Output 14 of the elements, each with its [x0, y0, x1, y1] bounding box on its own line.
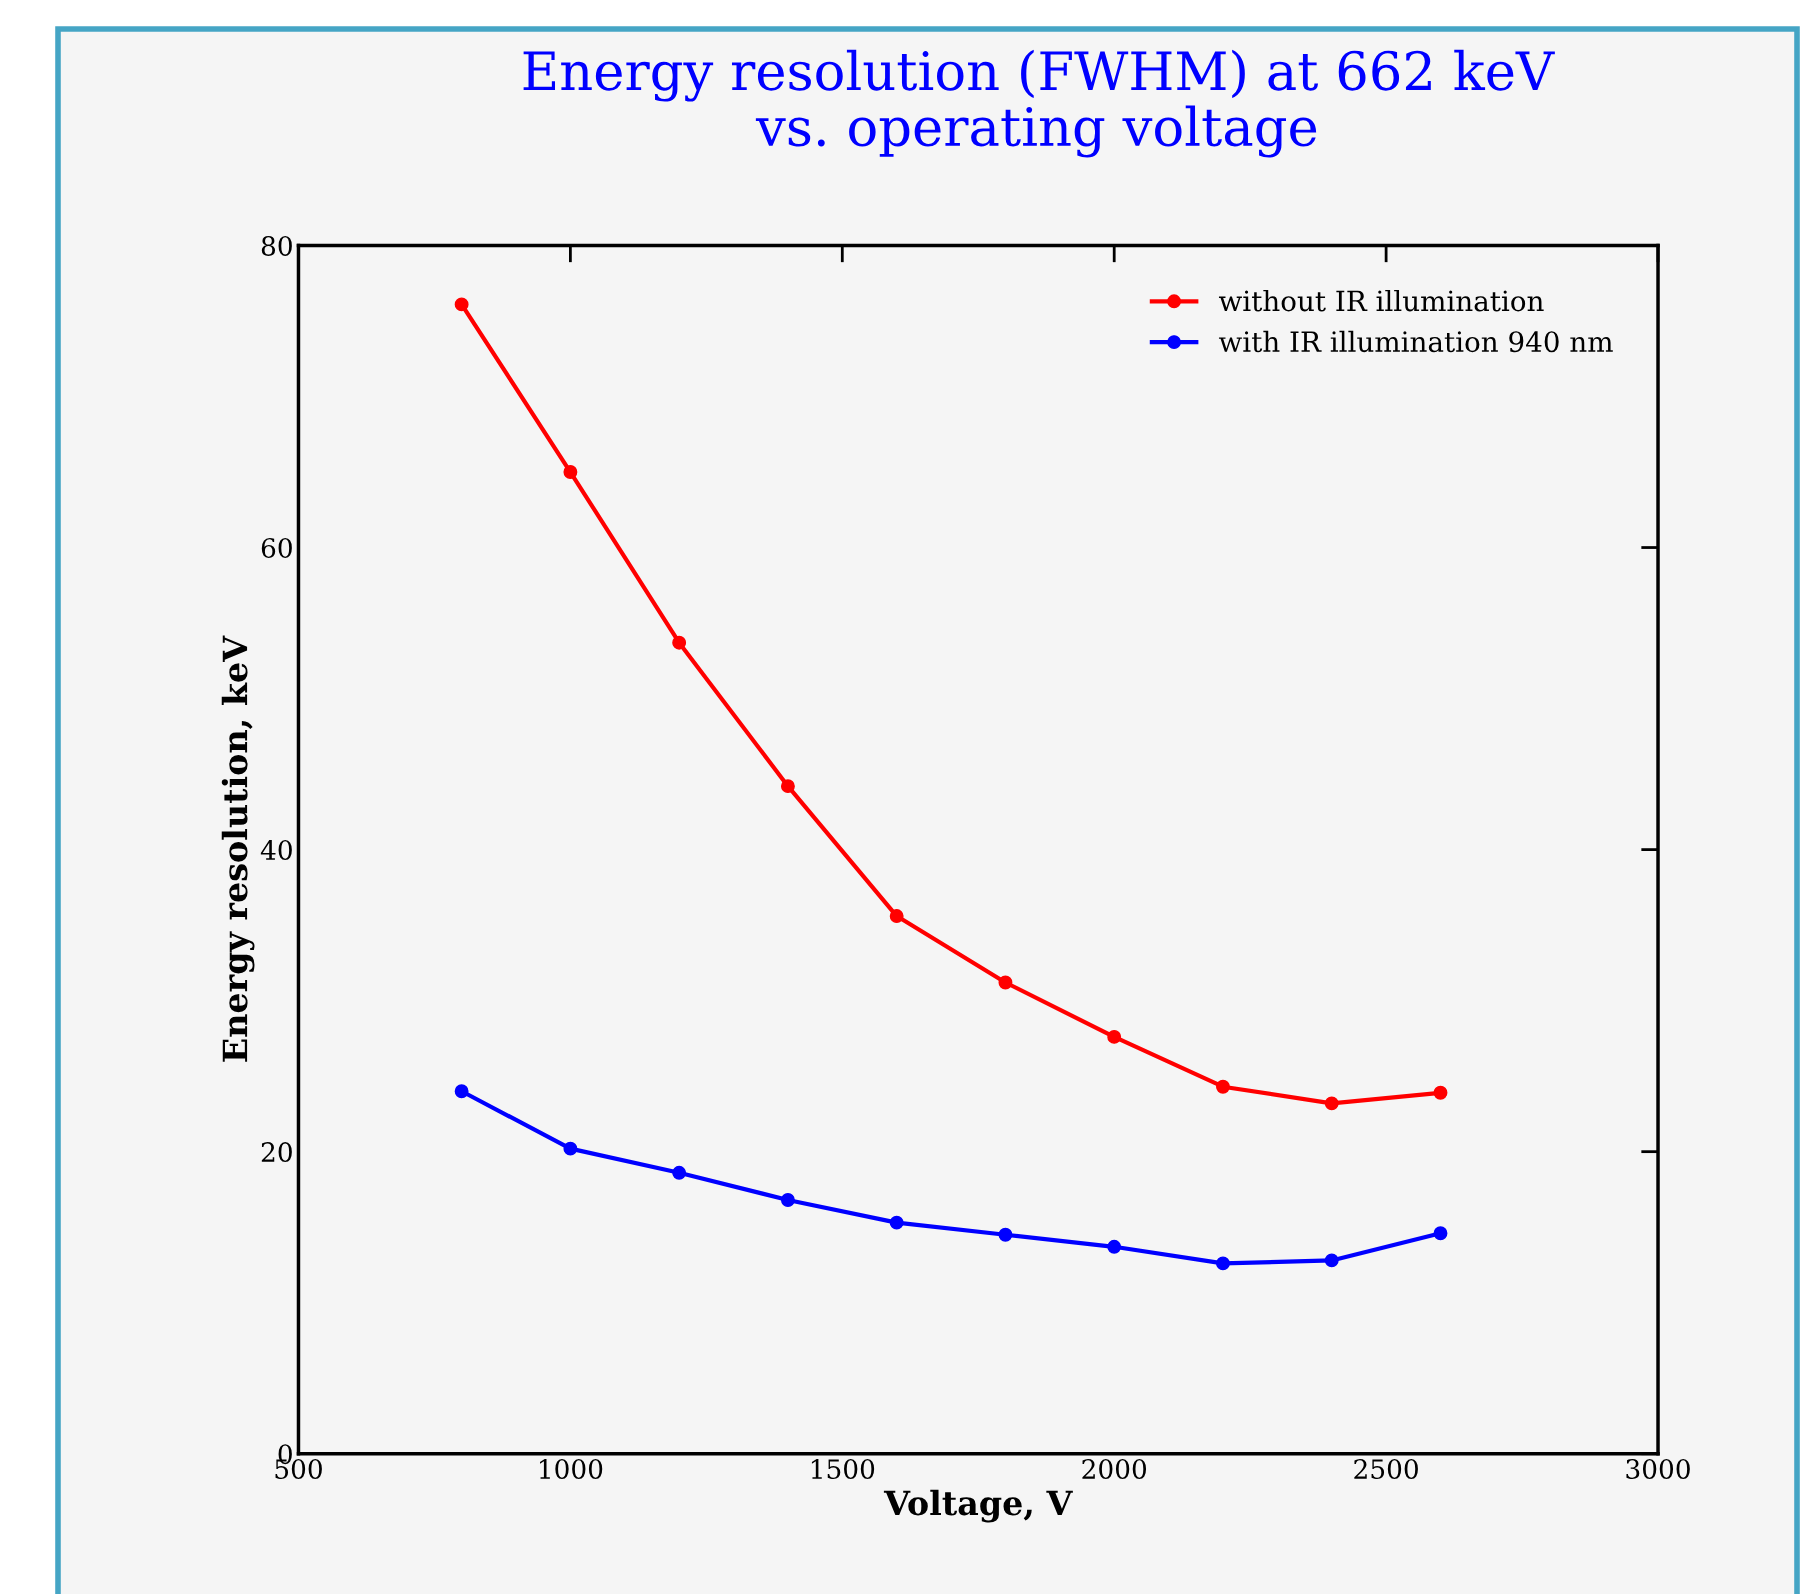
y-tick-label: 20 — [261, 1142, 292, 1163]
y-tick-label: 80 — [261, 235, 292, 256]
x-tick-label: 2000 — [1082, 1459, 1147, 1480]
chart-title: Energy resolution (FWHM) at 662 keV vs. operating voltage — [523, 49, 1555, 158]
x-axis-title: Voltage, V — [883, 1489, 1073, 1523]
x-tick-label: 3000 — [1626, 1459, 1690, 1480]
x-tick-label: 2500 — [1354, 1459, 1418, 1480]
x-tick-label: 1500 — [811, 1459, 875, 1480]
y-tick-label: 60 — [261, 537, 292, 558]
y-axis-title: Energy resolution, keV — [221, 635, 255, 1062]
legend-label: with IR illumination 940 nm — [1218, 330, 1613, 353]
legend-label: without IR illumination — [1218, 289, 1544, 312]
y-tick-label: 40 — [260, 840, 292, 860]
x-tick-label: 1000 — [540, 1459, 603, 1480]
